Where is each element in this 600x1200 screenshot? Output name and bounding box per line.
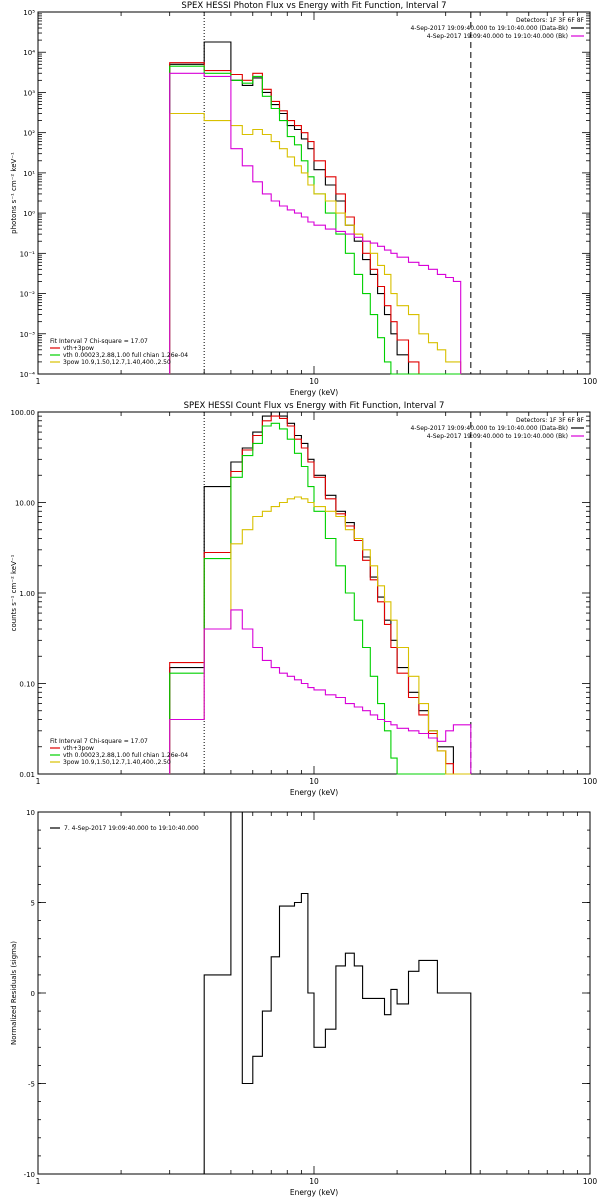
series-bk [169, 609, 472, 774]
y-tick-label: -10 [24, 1171, 35, 1179]
legend-left-entry: vth+3pow [63, 345, 94, 352]
y-tick-label: 10⁴ [23, 49, 35, 57]
legend-right-entry: 4-Sep-2017 19:09:40.000 to 19:10:40.000 … [427, 433, 568, 440]
y-tick-label: 10³ [23, 89, 35, 97]
y-axis-label: counts s⁻¹ cm⁻² keV⁻¹ [10, 554, 18, 631]
y-axis-label: photons s⁻¹ cm⁻² keV⁻¹ [10, 152, 18, 234]
x-tick-label: 100 [583, 1177, 598, 1186]
y-tick-label: 10⁻¹ [20, 250, 36, 258]
y-tick-label: 5 [31, 900, 35, 908]
chart-panel-2: SPEX HESSI Count Flux vs Energy with Fit… [10, 401, 597, 797]
series-3pow [169, 496, 471, 775]
y-tick-label: 10.00 [15, 500, 35, 508]
x-tick-label: 1 [36, 377, 41, 386]
series-3pow [169, 112, 462, 374]
legend-left-entry: 3pow 10.9,1.50,12.7,1.40,400.,2.50 [63, 759, 171, 766]
x-tick-label: 10 [309, 377, 319, 386]
y-tick-label: 10² [23, 130, 35, 138]
x-axis-label: Energy (keV) [290, 788, 338, 797]
legend-right-entry: 4-Sep-2017 19:09:40.000 to 19:10:40.000 … [427, 33, 568, 40]
legend-right-entry: 4-Sep-2017 19:09:40.000 to 19:10:40.000 … [410, 25, 568, 32]
x-tick-label: 1 [36, 777, 41, 786]
y-tick-label: 10⁻² [20, 291, 36, 299]
y-tick-label: 100.00 [11, 409, 36, 417]
y-tick-label: 10¹ [23, 170, 35, 178]
fit-label: Fit Interval 7 Chi-square = 17.07 [50, 738, 148, 745]
x-tick-label: 10 [309, 777, 319, 786]
series-vth [169, 65, 461, 375]
legend-left-entry: 3pow 10.9,1.50,12.7,1.40,400.,2.50 [63, 359, 171, 366]
y-tick-label: 10⁻⁴ [20, 371, 36, 379]
chart-panel-3: 1 10 100 Energy (keV) 10 5 0 -5 -10 Normalized Re… [10, 809, 597, 1197]
y-tick-label: 0.10 [19, 681, 35, 689]
series-vth-3pow [169, 62, 461, 375]
series-7-4-sep-2017-19-09-40-000-to-19-10-40-000 [203, 811, 472, 1174]
legend-left-entry: vth 0.00023,2.88,1.00 full chian 1.26e-0… [63, 352, 188, 359]
series-vth [169, 422, 471, 775]
chart-title: SPEX HESSI Photon Flux vs Energy with Fi… [181, 1, 446, 11]
x-tick-label: 100 [583, 777, 598, 786]
y-tick-label: 10⁵ [23, 9, 35, 17]
legend-left-entry: vth+3pow [63, 745, 94, 752]
detectors-label: Detectors: 1F 3F 6F 8F [516, 417, 585, 424]
y-tick-label: 0 [31, 990, 35, 998]
series-data [169, 411, 471, 775]
x-tick-label: 10 [309, 1177, 319, 1186]
y-tick-label: 10 [26, 809, 35, 817]
series-data [169, 41, 461, 375]
y-tick-label: 10⁻³ [20, 331, 36, 339]
series-bk [169, 72, 462, 374]
x-axis-label: Energy (keV) [290, 1188, 338, 1197]
detectors-label: Detectors: 1F 3F 6F 8F [516, 17, 585, 24]
fit-label: Fit Interval 7 Chi-square = 17.07 [50, 338, 148, 345]
x-tick-label: 1 [36, 1177, 41, 1186]
y-axis-label: Normalized Residuals (sigma) [10, 941, 18, 1045]
y-tick-label: 0.01 [19, 771, 35, 779]
chart-panel-1: SPEX HESSI Photon Flux vs Energy with Fi… [10, 1, 597, 397]
y-tick-label: 10⁰ [23, 210, 35, 218]
legend-left-entry: 7. 4-Sep-2017 19:09:40.000 to 19:10:40.0… [64, 825, 199, 832]
x-axis-label: Energy (keV) [290, 388, 338, 397]
legend-right-entry: 4-Sep-2017 19:09:40.000 to 19:10:40.000 … [410, 425, 568, 432]
y-tick-label: -5 [28, 1081, 35, 1089]
y-tick-label: 1.00 [19, 590, 35, 598]
legend-left-entry: vth 0.00023,2.88,1.00 full chian 1.26e-0… [63, 752, 188, 759]
series-vth-3pow [169, 415, 471, 775]
chart-title: SPEX HESSI Count Flux vs Energy with Fit… [184, 401, 445, 411]
x-tick-label: 100 [583, 377, 598, 386]
